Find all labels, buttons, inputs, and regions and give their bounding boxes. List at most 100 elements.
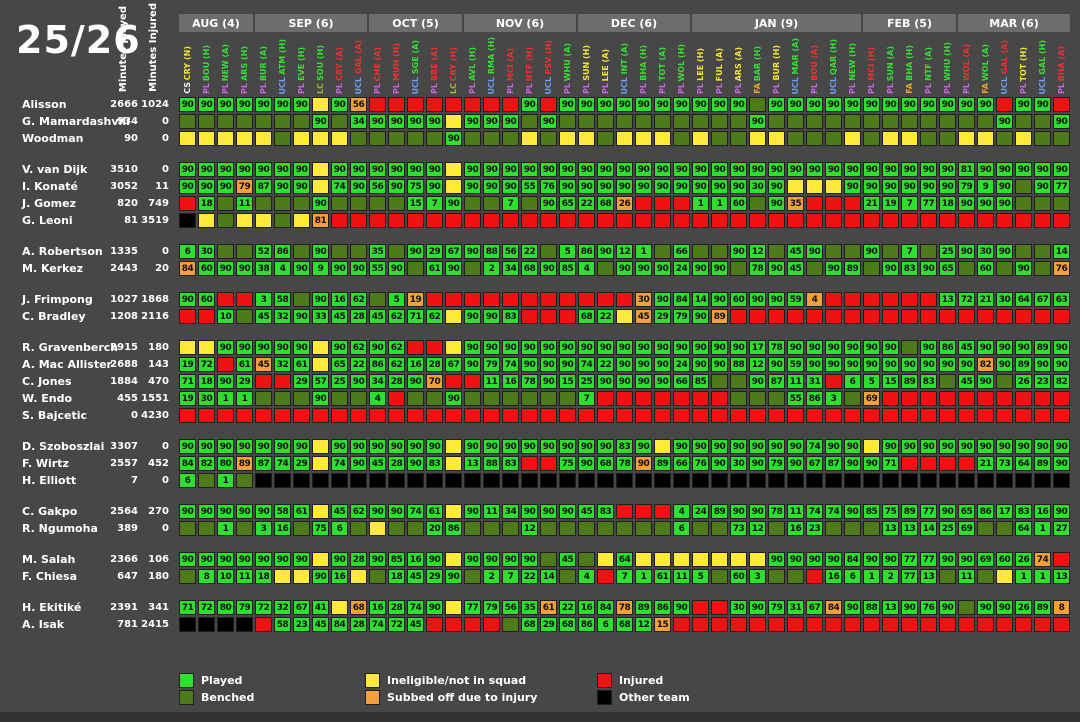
minutes-injured-value: 143	[148, 359, 169, 370]
match-cell: 56	[369, 179, 386, 194]
match-cell	[1034, 196, 1051, 211]
player-row: Woodman 90 0 90	[0, 131, 1080, 146]
match-cell: 75	[312, 521, 329, 536]
match-cell: 62	[388, 340, 405, 355]
match-cell: 90	[996, 179, 1013, 194]
match-cell: 83	[1015, 504, 1032, 519]
match-cell: 90	[616, 261, 633, 276]
match-cell: 90	[483, 114, 500, 129]
match-cell	[730, 552, 747, 567]
match-cell	[863, 617, 880, 632]
match-cell: 90	[274, 162, 291, 177]
match-cell	[654, 196, 671, 211]
match-cell: 80	[217, 456, 234, 471]
match-cell: 24	[673, 357, 690, 372]
match-cell: 83	[616, 439, 633, 454]
match-cell	[901, 473, 918, 488]
match-cell	[1015, 473, 1032, 488]
match-cell: 90	[806, 552, 823, 567]
match-cell: 90	[502, 162, 519, 177]
match-cell: 19	[179, 357, 196, 372]
match-cell	[559, 569, 576, 584]
match-cell	[901, 114, 918, 129]
match-cell: 17	[749, 340, 766, 355]
match-cell	[540, 244, 557, 259]
player-row: V. van Dijk 3510 0 90 90 90 90 90 90 90 90 90 90 90 90…	[0, 162, 1080, 177]
match-cell	[901, 340, 918, 355]
match-cell: 90	[996, 244, 1013, 259]
player-name-label: S. Bajcetic	[22, 409, 88, 422]
match-cell	[540, 213, 557, 228]
opponent-label: CRY (H)	[448, 46, 458, 82]
match-cell	[1034, 617, 1051, 632]
match-cell	[616, 131, 633, 146]
match-cell	[787, 309, 804, 324]
match-cell: 68	[521, 617, 538, 632]
match-cell: 1	[217, 391, 234, 406]
match-cell	[1053, 196, 1070, 211]
match-cell: 22	[521, 244, 538, 259]
match-cell	[958, 456, 975, 471]
match-cell	[654, 131, 671, 146]
match-cell	[616, 504, 633, 519]
match-cell: 90	[939, 600, 956, 615]
match-cell	[578, 131, 595, 146]
player-row: A. Isak 781 2415 58 23 45 84 28 74 72 45 68 29 68 86 6 6…	[0, 617, 1080, 632]
match-cell: 4	[673, 504, 690, 519]
match-cell	[198, 408, 215, 423]
match-cell	[1034, 309, 1051, 324]
match-column: FUL (A) PL	[711, 34, 728, 94]
minutes-played-axis-label: Minutes played	[118, 5, 129, 92]
match-cell: 90	[445, 569, 462, 584]
match-cell	[502, 521, 519, 536]
match-cell: 90	[540, 196, 557, 211]
match-cell	[597, 213, 614, 228]
match-cell	[483, 131, 500, 146]
match-cell	[312, 473, 329, 488]
match-cell	[236, 131, 253, 146]
match-column: NEW (A) PL	[217, 34, 234, 94]
match-cell	[407, 391, 424, 406]
match-cell	[236, 114, 253, 129]
player-row: C. Jones 1884 470 71 18 90 29 29 57 25 90 34 28 90 70 1…	[0, 374, 1080, 389]
player-name-label: J. Gomez	[22, 197, 77, 210]
match-cell: 90	[863, 357, 880, 372]
match-cell: 16	[369, 600, 386, 615]
match-cell: 90	[388, 504, 405, 519]
match-cell: 90	[806, 162, 823, 177]
match-cell	[445, 600, 462, 615]
match-cell: 90	[996, 114, 1013, 129]
opponent-label: SUN (H)	[581, 45, 591, 82]
match-cell: 90	[787, 97, 804, 112]
opponent-label: BUR (A)	[258, 45, 268, 82]
match-cell: 90	[616, 374, 633, 389]
match-cell	[388, 97, 405, 112]
match-cell: 90	[692, 340, 709, 355]
match-cell	[502, 213, 519, 228]
match-cell	[255, 131, 272, 146]
match-cell	[882, 408, 899, 423]
match-cell	[597, 114, 614, 129]
match-cell: 68	[350, 600, 367, 615]
match-cell	[445, 408, 462, 423]
match-cell	[920, 473, 937, 488]
match-cell	[844, 292, 861, 307]
match-cell: 19	[407, 292, 424, 307]
match-cell	[369, 569, 386, 584]
match-cell	[179, 131, 196, 146]
match-cell: 65	[958, 504, 975, 519]
match-cell	[806, 261, 823, 276]
player-row: A. Robertson 1335 0 6 30 52 86 90 35 90 29 67 90 88 56…	[0, 244, 1080, 259]
match-cell: 90	[578, 179, 595, 194]
competition-label: PL	[600, 83, 610, 94]
competition-label: PL	[391, 83, 401, 94]
match-cell: 90	[274, 179, 291, 194]
match-cell: 75	[407, 179, 424, 194]
match-cell: 45	[369, 309, 386, 324]
match-cell: 7	[616, 569, 633, 584]
match-cell: 67	[445, 244, 462, 259]
match-cell	[1034, 213, 1051, 228]
competition-label: PL	[923, 83, 933, 94]
match-cell: 83	[920, 374, 937, 389]
player-row: I. Konaté 3052 11 90 90 90 79 87 90 90 74 90 56 90 75 9…	[0, 179, 1080, 194]
